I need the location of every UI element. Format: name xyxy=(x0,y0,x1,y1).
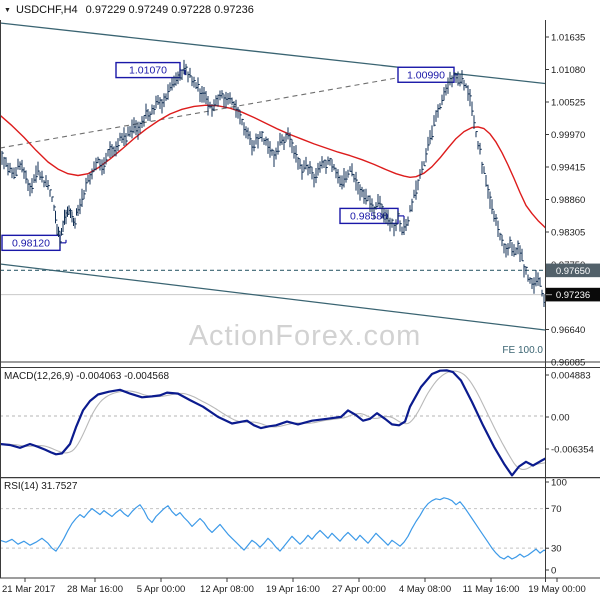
time-axis-label: 19 May 00:00 xyxy=(528,584,586,595)
price-annotation-text: 0.98120 xyxy=(12,237,50,249)
macd-panel[interactable] xyxy=(0,369,554,477)
macd-main-line xyxy=(0,369,545,477)
rsi-axis-label: 30 xyxy=(551,544,562,555)
rsi-axis-label: 70 xyxy=(551,504,562,515)
rsi-panel[interactable] xyxy=(0,497,554,560)
upper-channel-trendline xyxy=(0,22,545,85)
level-price-badge-bg xyxy=(546,263,600,278)
time-axis-label: 5 Apr 00:00 xyxy=(137,584,186,595)
price-annotation-text: 1.01070 xyxy=(129,65,167,77)
watermark: ActionForex.com xyxy=(188,320,422,352)
price-bars xyxy=(1,59,545,308)
price-axis-label: 0.96085 xyxy=(551,357,585,368)
price-axis-label: 0.96640 xyxy=(551,325,585,336)
lower-channel-trendline xyxy=(0,263,545,331)
rsi-line xyxy=(0,497,545,560)
chart-title: ▼ USDCHF,H4 0.97229 0.97249 0.97228 0.9723… xyxy=(4,4,254,16)
price-axis-label: 1.01080 xyxy=(551,65,585,76)
rising-dashed-trendline xyxy=(0,77,399,149)
rsi-indicator-label: RSI(14) 31.7527 xyxy=(4,481,78,492)
main-price-panel[interactable]: 1.01070 1.00990 0.98580 0.98120 xyxy=(0,22,556,331)
price-axis-label: 1.00525 xyxy=(551,97,585,108)
price-axis-label: 1.01635 xyxy=(551,32,585,43)
level-price-badge-text: 0.97650 xyxy=(556,266,590,277)
time-axis-label: 21 Mar 2017 xyxy=(2,584,55,595)
ohlc-quote-values: 0.97229 0.97249 0.97228 0.97236 xyxy=(85,4,254,16)
fibonacci-expansion-label: FE 100.0 xyxy=(502,345,543,356)
macd-axis-label: -0.006354 xyxy=(551,444,594,455)
time-axis-label: 12 Apr 08:00 xyxy=(200,584,254,595)
time-axis-label: 11 May 16:00 xyxy=(463,584,520,595)
price-axis-label: 0.99415 xyxy=(551,162,585,173)
macd-axis-label: 0.004883 xyxy=(551,370,591,381)
macd-indicator-label: MACD(12,26,9) -0.004063 -0.004568 xyxy=(4,371,170,382)
time-axis-label: 19 Apr 16:00 xyxy=(266,584,320,595)
time-axis-label: 4 May 08:00 xyxy=(399,584,451,595)
current-price-badge-bg xyxy=(546,287,600,302)
price-axis-label: 0.98860 xyxy=(551,195,585,206)
rsi-axis-label: 0 xyxy=(551,565,556,576)
price-axis-label: 0.98305 xyxy=(551,227,585,238)
time-axis-label: 27 Apr 00:00 xyxy=(332,584,386,595)
macd-axis-label: 0.00 xyxy=(551,412,570,423)
current-price-badge-text: 0.97236 xyxy=(556,290,590,301)
rsi-axis-label: 100 xyxy=(551,477,567,488)
macd-signal-line xyxy=(0,370,545,470)
price-axis-label: 0.99970 xyxy=(551,130,585,141)
symbol-dropdown-icon[interactable]: ▼ xyxy=(4,7,11,14)
time-axis-label: 28 Mar 16:00 xyxy=(67,584,123,595)
symbol-period-label: USDCHF,H4 xyxy=(15,4,78,16)
moving-average-line xyxy=(0,104,545,229)
price-annotation-text: 1.00990 xyxy=(407,69,445,81)
price-annotation-text: 0.98580 xyxy=(350,211,388,223)
